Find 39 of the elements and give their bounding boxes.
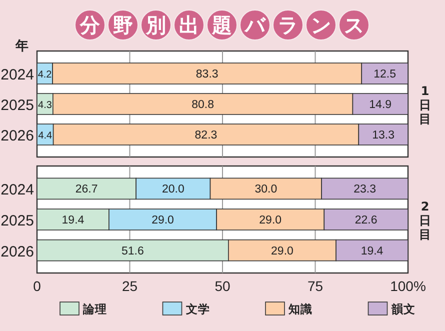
legend-label: 知識 (288, 302, 312, 316)
y-tick-label: 2024 (0, 66, 34, 84)
y-tick-label: 2025 (0, 97, 34, 114)
y-axis-title: 年 (14, 39, 28, 54)
y2-axis-title: 2日目 (419, 200, 431, 242)
data-label: 13.3 (372, 130, 395, 142)
data-label: 4.2 (38, 70, 52, 80)
data-label: 51.6 (122, 245, 144, 258)
legend-label: 韻文 (390, 302, 416, 316)
data-label: 19.4 (62, 214, 85, 226)
data-label: 26.7 (75, 184, 98, 196)
data-label: 19.4 (360, 245, 384, 258)
x-tick-label: 75 (307, 278, 324, 294)
y-tick-label: 2025 (0, 212, 34, 230)
x-tick-label: 25 (122, 278, 138, 294)
y-tick-label: 2026 (0, 128, 34, 144)
data-label: 14.9 (369, 99, 392, 111)
y-tick-label: 2024 (0, 182, 34, 199)
data-label: 4.4 (38, 130, 53, 142)
legend-label: 文学 (184, 302, 210, 316)
legend-label: 論理 (82, 302, 107, 316)
data-label: 4.3 (38, 100, 52, 111)
data-label: 80.8 (192, 99, 214, 111)
x-tick-label: 50 (214, 278, 230, 294)
y2-axis-title: 1日目 (419, 84, 431, 126)
data-label: 12.5 (374, 68, 396, 80)
data-label: 23.3 (354, 184, 376, 196)
data-label: 29.0 (152, 214, 174, 226)
data-label: 29.0 (259, 214, 282, 226)
x-tick-label: 0 (33, 278, 42, 294)
data-label: 82.3 (194, 130, 218, 142)
data-label: 22.6 (354, 214, 378, 226)
data-label: 30.0 (254, 184, 278, 196)
x-tick-label: 100% (390, 278, 426, 294)
data-label: 83.3 (196, 68, 218, 80)
data-label: 29.0 (271, 245, 294, 258)
data-label: 20.0 (162, 184, 184, 196)
y-tick-label: 2026 (0, 243, 34, 260)
chart-title: 分野別出題バランス (80, 13, 364, 37)
